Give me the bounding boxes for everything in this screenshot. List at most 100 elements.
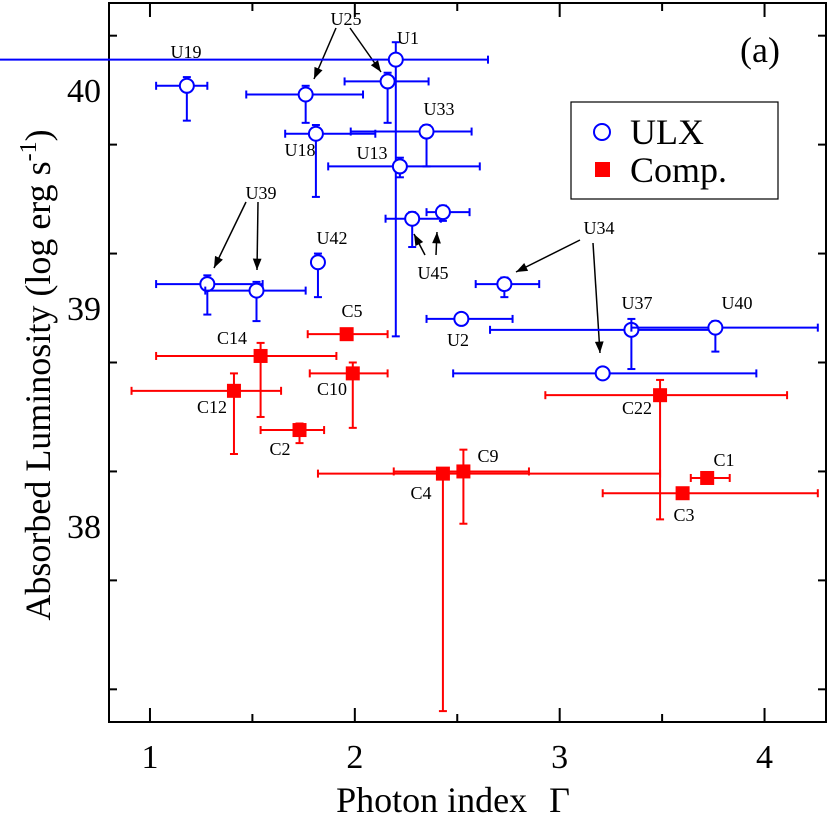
ulx-point-u45 — [384, 210, 442, 249]
ulx-label-u19: U19 — [171, 42, 202, 62]
comp-point-c2 — [259, 422, 326, 445]
comp-marker — [700, 470, 715, 485]
comp-marker — [292, 423, 307, 438]
ulx-point-u34 — [452, 365, 758, 382]
axis-ticks: 1 2 3 4 38 39 40 — [67, 3, 826, 776]
y-axis-title-main: Absorbed Luminosity (log erg s — [18, 161, 58, 620]
annotation-arrow — [252, 201, 262, 271]
ulx-label-u2: U2 — [447, 330, 469, 350]
x-tick-label: 3 — [551, 739, 568, 776]
comp-label-c2: C2 — [269, 439, 290, 459]
annotation-arrow — [313, 27, 337, 80]
ulx-marker — [307, 125, 324, 142]
ulx-point-u34 — [474, 276, 541, 299]
comp-label-c22: C22 — [622, 398, 652, 418]
comp-marker — [226, 383, 241, 398]
comp-marker — [345, 366, 360, 381]
ulx-point-u25 — [245, 84, 365, 124]
x-axis-title-main: Photon index — [336, 780, 527, 819]
comp-point-c14 — [155, 341, 338, 418]
comp-point-c10 — [308, 361, 389, 429]
ulx-marker — [434, 204, 451, 221]
comp-point-c4 — [316, 466, 662, 713]
ulx-label-u34: U34 — [584, 218, 615, 238]
annotation-arrow — [515, 239, 581, 273]
ulx-point-u33 — [349, 123, 473, 168]
y-tick-label: 40 — [67, 73, 101, 110]
ulx-label-u40: U40 — [722, 293, 753, 313]
point-labels: U1 U19 U25 U18 U33 U13 U45 U39 U42 U34 U2 U37 U40 C5 C… — [171, 9, 753, 525]
ulx-marker — [594, 365, 611, 382]
ulx-marker — [297, 86, 314, 103]
annotation-arrow — [213, 201, 247, 269]
ulx-marker — [199, 276, 216, 293]
x-tick-label: 1 — [141, 739, 158, 776]
annotation-arrow — [413, 233, 426, 256]
ulx-point-u25 — [343, 71, 430, 124]
ulx-marker — [379, 73, 396, 90]
ulx-marker — [404, 210, 421, 227]
comp-marker — [435, 466, 450, 481]
ulx-label-u25: U25 — [331, 9, 362, 29]
comp-marker — [339, 327, 354, 342]
ulx-point-u45 — [425, 204, 471, 222]
comp-label-c14: C14 — [217, 328, 247, 348]
comp-point-c3 — [601, 486, 819, 501]
ulx-marker — [309, 254, 326, 271]
ulx-marker — [178, 77, 195, 94]
x-tick-label: 2 — [346, 739, 363, 776]
annotation-arrow — [592, 242, 604, 354]
ulx-point-u39 — [204, 280, 307, 323]
ulx-point-u1 — [0, 41, 489, 338]
ulx-label-u37: U37 — [622, 293, 653, 313]
comp-label-c3: C3 — [673, 505, 694, 525]
ulx-marker — [418, 123, 435, 140]
comp-marker — [675, 486, 690, 501]
legend-box — [570, 101, 779, 200]
legend-ulx-marker-icon — [593, 123, 611, 141]
ulx-label-u45: U45 — [418, 263, 449, 283]
y-axis-title-close: ) — [18, 129, 58, 141]
data-points — [0, 41, 819, 713]
x-axis-title: Photon index Γ — [336, 780, 570, 819]
annotation-arrow — [432, 231, 441, 256]
ulx-point-u13 — [327, 156, 481, 179]
ulx-point-u39 — [155, 274, 264, 316]
ulx-point-u37 — [489, 317, 719, 371]
ulx-point-u18 — [284, 124, 377, 198]
comp-point-c9 — [392, 448, 530, 525]
ulx-marker — [496, 276, 513, 293]
ulx-label-u39: U39 — [246, 183, 277, 203]
comp-marker — [653, 388, 668, 403]
legend-comp-marker-icon — [595, 162, 610, 177]
comp-label-c12: C12 — [197, 397, 227, 417]
y-axis-title-exponent: -1 — [16, 141, 42, 161]
comp-point-c22 — [544, 378, 789, 521]
ulx-marker — [248, 282, 265, 299]
y-tick-label: 39 — [67, 291, 101, 328]
ulx-label-u18: U18 — [285, 140, 316, 160]
x-tick-label: 4 — [756, 739, 773, 776]
ulx-point-u42 — [309, 252, 326, 299]
annotation-arrow — [349, 27, 382, 73]
ulx-label-u13: U13 — [357, 143, 388, 163]
x-axis-title-symbol: Γ — [549, 780, 570, 819]
legend-comp-label: Comp. — [630, 150, 727, 190]
y-axis-title: Absorbed Luminosity (log erg s-1) — [16, 129, 58, 620]
comp-label-c9: C9 — [477, 446, 498, 466]
comp-label-c1: C1 — [713, 450, 734, 470]
ulx-label-u1: U1 — [397, 28, 419, 48]
comp-marker — [253, 348, 268, 363]
annotation-arrows — [213, 27, 604, 354]
panel-label: (a) — [740, 30, 780, 70]
comp-point-c5 — [306, 327, 389, 342]
y-tick-label: 38 — [67, 509, 101, 546]
comp-point-c12 — [130, 372, 283, 456]
ulx-marker — [453, 310, 470, 327]
ulx-label-u33: U33 — [424, 99, 455, 119]
ulx-marker — [707, 319, 724, 336]
comp-label-c4: C4 — [410, 483, 431, 503]
legend: ULX Comp. — [570, 101, 779, 200]
comp-point-c1 — [689, 470, 731, 485]
